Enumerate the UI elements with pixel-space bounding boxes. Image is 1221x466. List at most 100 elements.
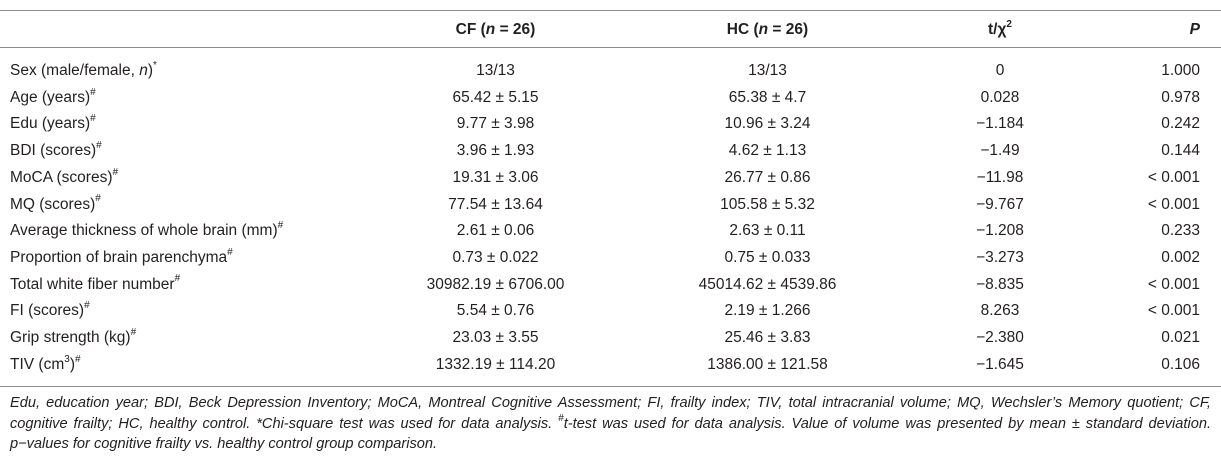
row-label: MQ (scores)#	[10, 191, 101, 218]
t-chi-value: −11.98	[976, 168, 1024, 186]
table-row: BDI (scores)# 3.96 ± 1.93 4.62 ± 1.13 −1.49…	[0, 137, 1221, 164]
hc-value: 26.77 ± 0.86	[724, 168, 811, 186]
header-p: P	[1189, 21, 1200, 38]
cf-value: 30982.19 ± 6706.00	[426, 275, 565, 293]
hc-value: 4.62 ± 1.13	[728, 142, 807, 160]
row-label-mark: *	[153, 59, 157, 71]
hc-value: 105.58 ± 5.32	[720, 195, 815, 213]
row-label-text: FI (scores)	[10, 302, 85, 320]
row-label: Age (years)#	[10, 84, 96, 111]
t-chi-value: −2.380	[976, 329, 1024, 346]
row-label-unit-sup: 3	[64, 353, 70, 365]
p-value: 0.242	[1161, 115, 1200, 133]
cf-value: 9.77 ± 3.98	[456, 115, 535, 133]
row-label-text: TIV (cm	[10, 355, 65, 373]
table-row: Age (years)# 65.42 ± 5.15 65.38 ± 4.7 0.028…	[0, 84, 1221, 111]
row-label-text: Proportion of brain parenchyma	[10, 248, 228, 266]
p-value: < 0.001	[1147, 302, 1200, 320]
row-label-text: MQ (scores)	[10, 195, 96, 213]
row-label-mark: #	[90, 86, 96, 98]
hc-value: 2.19 ± 1.266	[724, 302, 811, 320]
p-value: < 0.001	[1147, 168, 1200, 186]
table-row: Edu (years)# 9.77 ± 3.98 10.96 ± 3.24 −1.18…	[0, 110, 1221, 137]
row-label: Sex (male/female, n)*	[10, 57, 157, 84]
cf-value: 2.61 ± 0.06	[456, 222, 535, 240]
header-hc: HC (n = 26)	[726, 21, 809, 38]
table-header-row: CF (n = 26) HC (n = 26) t/χ2 P	[0, 16, 1221, 43]
row-label: Grip strength (kg)#	[10, 324, 136, 351]
row-label-mark: #	[96, 139, 102, 151]
cf-value: 3.96 ± 1.93	[456, 142, 535, 160]
row-label-text: Grip strength (kg)	[10, 329, 131, 346]
row-label-mark: #	[174, 273, 181, 285]
table-row: Sex (male/female, n)* 13/13 13/13 0 1.000	[0, 57, 1221, 84]
table-bottom-rule	[0, 386, 1221, 387]
hc-value: 13/13	[748, 62, 787, 79]
row-label: BDI (scores)#	[10, 137, 102, 164]
cf-value: 23.03 ± 3.55	[452, 329, 539, 346]
row-label-tail: )	[147, 62, 154, 79]
row-label-text: Total white fiber number	[10, 275, 175, 293]
hc-value: 2.63 ± 0.11	[729, 222, 806, 240]
p-value: 0.106	[1161, 355, 1200, 373]
p-value: 0.144	[1161, 142, 1200, 160]
p-value: < 0.001	[1147, 275, 1200, 293]
table-footnote: Edu, education year; BDI, Beck Depressio…	[10, 395, 1212, 452]
table-row: Total white fiber number# 30982.19 ± 6706…	[0, 271, 1221, 298]
row-label-unit-close: )	[69, 355, 75, 373]
header-t-chi: t/χ2	[988, 18, 1012, 38]
row-label-text: MoCA (scores)	[10, 168, 113, 186]
t-chi-value: 0.028	[980, 88, 1020, 106]
hc-value: 10.96 ± 3.24	[724, 115, 811, 133]
t-chi-value: −1.49	[980, 142, 1020, 160]
hc-value: 1386.00 ± 121.58	[707, 355, 828, 373]
p-value: < 0.001	[1147, 195, 1200, 213]
row-label: TIV (cm3)#	[10, 351, 81, 378]
row-label: FI (scores)#	[10, 297, 90, 324]
row-label: Total white fiber number#	[10, 271, 180, 298]
row-label-mark: #	[74, 353, 81, 365]
row-label: Proportion of brain parenchyma#	[10, 244, 233, 271]
row-label-text: BDI (scores)	[10, 142, 97, 160]
row-label-mark: #	[84, 300, 90, 312]
t-chi-value: 8.263	[980, 302, 1020, 320]
row-label: MoCA (scores)#	[10, 164, 118, 191]
cf-value: 0.73 ± 0.022	[452, 248, 539, 266]
table-row: Grip strength (kg)# 23.03 ± 3.55 25.46 ± 3…	[0, 324, 1221, 351]
hc-value: 65.38 ± 4.7	[728, 88, 807, 106]
row-label: Average thickness of whole brain (mm)#	[10, 217, 283, 244]
p-value: 0.002	[1161, 248, 1200, 266]
header-cf: CF (n = 26)	[455, 21, 536, 38]
t-chi-value: −1.208	[976, 222, 1024, 240]
row-label: Edu (years)#	[10, 110, 96, 137]
row-label-mark: #	[90, 113, 96, 125]
row-label-mark: #	[277, 220, 284, 232]
table-row: Average thickness of whole brain (mm)# 2.…	[0, 217, 1221, 244]
t-chi-value: −3.273	[976, 248, 1024, 266]
p-value: 0.021	[1161, 329, 1200, 346]
t-chi-value: −1.184	[976, 115, 1024, 133]
table-row: Proportion of brain parenchyma# 0.73 ± 0.…	[0, 244, 1221, 271]
cf-value: 13/13	[476, 62, 515, 79]
row-label-mark: #	[130, 326, 137, 338]
hc-value: 25.46 ± 3.83	[724, 329, 811, 346]
cf-value: 65.42 ± 5.15	[452, 88, 539, 106]
p-value: 0.233	[1161, 222, 1200, 240]
table-row: FI (scores)# 5.54 ± 0.76 2.19 ± 1.266 8.263…	[0, 297, 1221, 324]
row-label-text: Sex (male/female,	[10, 62, 140, 79]
t-chi-value: −8.835	[976, 275, 1024, 293]
t-chi-value: −1.645	[976, 355, 1024, 373]
table-row: MQ (scores)# 77.54 ± 13.64 105.58 ± 5.32 −9…	[0, 191, 1221, 218]
hc-value: 45014.62 ± 4539.86	[698, 275, 837, 293]
row-label-mark: #	[227, 246, 233, 258]
cf-value: 1332.19 ± 114.20	[435, 355, 556, 373]
p-value: 1.000	[1161, 62, 1200, 79]
table-row: MoCA (scores)# 19.31 ± 3.06 26.77 ± 0.86 −1…	[0, 164, 1221, 191]
row-label-italic: n	[139, 62, 148, 79]
row-label-mark: #	[112, 166, 119, 178]
t-chi-value: 0	[995, 62, 1005, 79]
p-value: 0.978	[1161, 88, 1200, 106]
row-label-text: Average thickness of whole brain (mm)	[10, 222, 278, 240]
cf-value: 5.54 ± 0.76	[456, 302, 535, 320]
